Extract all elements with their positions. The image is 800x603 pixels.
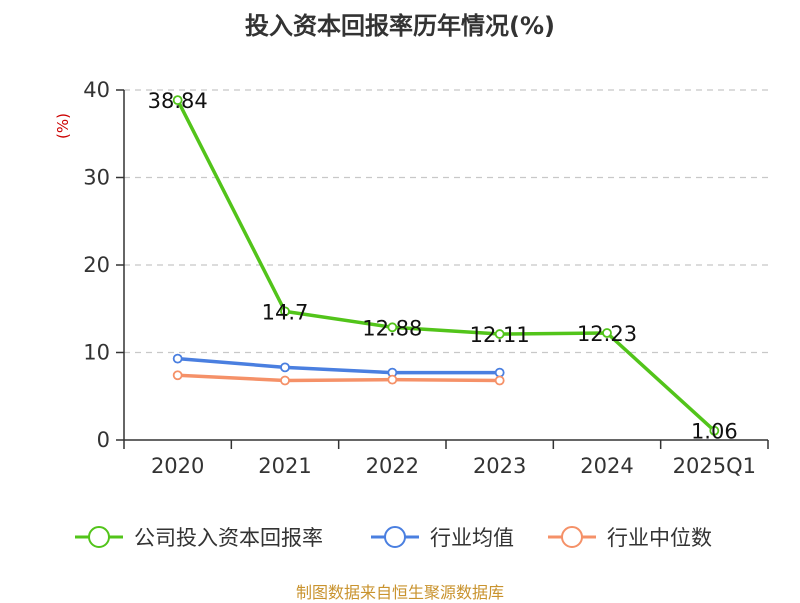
grid-lines — [124, 89, 768, 354]
data-label: 38.84 — [148, 89, 208, 113]
x-tick-label: 2024 — [580, 454, 633, 478]
legend-item-2: 行业中位数 — [548, 526, 712, 550]
y-axis-unit-label: (%) — [54, 113, 72, 139]
data-label: 1.06 — [691, 420, 738, 444]
data-label: 12.88 — [362, 316, 422, 340]
data-point-1-0 — [172, 353, 183, 364]
y-tick-label: 10 — [83, 341, 110, 365]
legend-label: 行业中位数 — [607, 526, 712, 550]
series-line-0 — [175, 98, 717, 433]
data-labels: 38.84 14.7 12.88 12.11 12.23 1.06 — [148, 89, 738, 444]
x-tick-label: 2021 — [258, 454, 311, 478]
data-source-note: 制图数据来自恒生聚源数据库 — [295, 583, 504, 602]
legend-label: 公司投入资本回报率 — [134, 526, 323, 550]
chart-title: 投入资本回报率历年情况(%) — [245, 12, 555, 40]
data-point-0-4 — [602, 328, 612, 338]
x-tick-label: 2023 — [473, 454, 526, 478]
y-tick-label: 30 — [83, 166, 110, 190]
data-point-2-3 — [494, 375, 505, 386]
series-line-2 — [175, 373, 502, 383]
data-point-0-2 — [387, 322, 398, 333]
data-point-2-0 — [172, 370, 183, 381]
legend-marker-icon — [561, 526, 583, 548]
y-tick-label: 0 — [97, 428, 110, 452]
x-tick-label: 2022 — [366, 454, 419, 478]
data-point-1-3 — [494, 367, 505, 378]
data-point-0-1 — [280, 306, 290, 317]
data-label: 12.23 — [577, 322, 637, 346]
data-point-2-2 — [387, 374, 398, 385]
data-point-0-3 — [494, 329, 505, 339]
legend-item-1: 行业均值 — [371, 526, 514, 550]
data-label: 14.7 — [262, 300, 309, 324]
y-tick-label: 40 — [83, 78, 110, 102]
legend-item-0: 公司投入资本回报率 — [75, 526, 323, 550]
data-point-0-0 — [172, 95, 183, 106]
x-tick-label: 2025Q1 — [673, 454, 756, 478]
data-point-0-5 — [709, 425, 720, 436]
axes: 0 10 20 30 40 (%) 2020 2021 2022 2023 2024 2025Q1 — [54, 78, 769, 478]
y-tick-label: 20 — [83, 253, 110, 277]
data-point-1-1 — [280, 362, 290, 373]
series-lines — [172, 95, 720, 436]
legend-label: 行业均值 — [430, 526, 514, 550]
legend: 公司投入资本回报率 行业均值 行业中位数 — [75, 526, 712, 550]
legend-marker-icon — [88, 526, 110, 548]
data-label: 12.11 — [470, 323, 530, 347]
series-line-1 — [175, 356, 502, 375]
data-point-2-1 — [280, 375, 290, 386]
legend-marker-icon — [384, 526, 406, 548]
x-tick-label: 2020 — [151, 454, 204, 478]
